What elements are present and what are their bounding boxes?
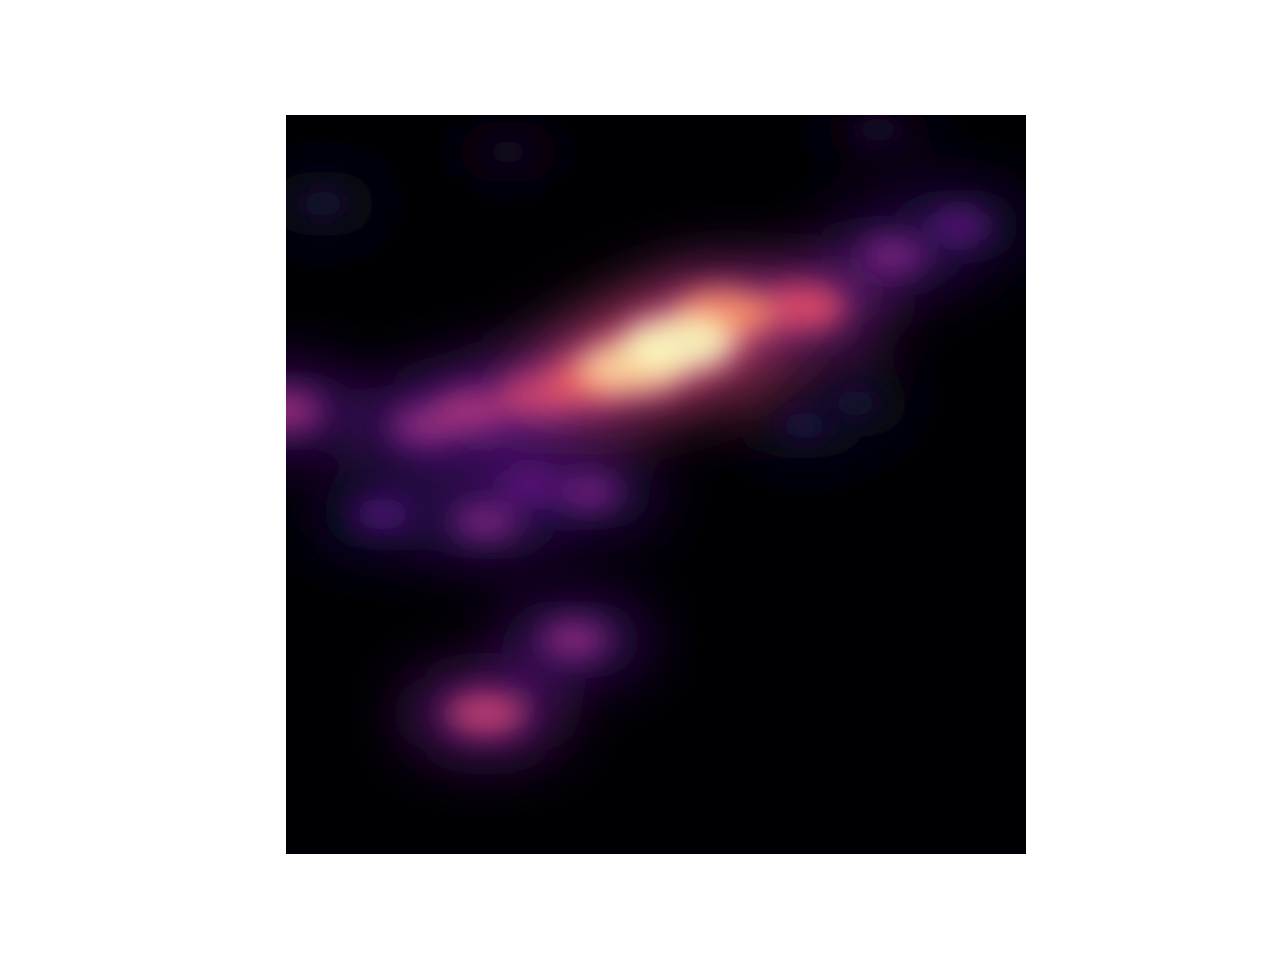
heatmap-core-layer <box>286 116 989 735</box>
heatmap-hotspot <box>622 316 735 373</box>
heatmap-hotspot <box>354 497 411 531</box>
heatmap-hotspot <box>286 391 321 430</box>
heatmap-hotspot <box>856 116 900 144</box>
heatmap-hotspot <box>833 389 879 418</box>
heatmap <box>286 115 1026 854</box>
heatmap-hotspot <box>558 474 621 510</box>
heatmap-hotspot <box>762 285 846 330</box>
heatmap-plot-area <box>286 115 1026 854</box>
heatmap-hotspot <box>486 138 530 166</box>
heatmap-hotspot <box>434 390 508 431</box>
heatmap-hotspot <box>300 189 346 218</box>
heatmap-hotspot <box>446 692 525 735</box>
heatmap-hotspot <box>861 237 925 274</box>
heatmap-hotspot <box>780 411 828 440</box>
heatmap-hotspot <box>500 467 560 502</box>
heatmap-hotspot <box>541 621 608 659</box>
heatmap-hotspot <box>454 503 518 540</box>
heatmap-hotspot <box>930 209 989 243</box>
heatmap-hotspot-halo <box>286 369 361 452</box>
